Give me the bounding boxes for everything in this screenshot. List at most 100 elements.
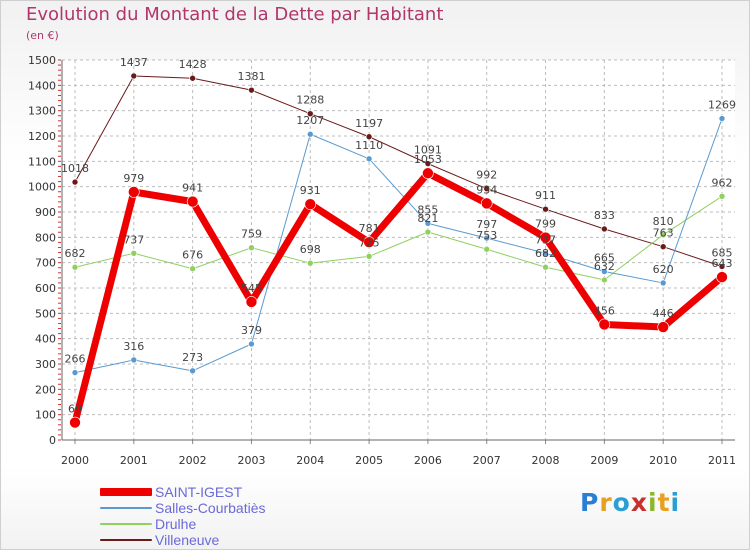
data-point — [424, 160, 432, 167]
data-point — [422, 167, 434, 180]
data-point — [306, 259, 314, 267]
data-label: 676 — [182, 249, 203, 262]
data-label: 962 — [712, 176, 733, 189]
y-tick-label: 200 — [35, 383, 56, 396]
y-tick-label: 1300 — [28, 105, 56, 118]
data-point — [71, 178, 79, 186]
x-tick-label: 2003 — [237, 454, 265, 467]
data-label: 273 — [182, 351, 203, 364]
data-point — [480, 197, 493, 210]
y-tick-label: 1400 — [28, 79, 56, 92]
data-point — [189, 265, 196, 273]
x-tick-label: 2009 — [590, 454, 618, 467]
y-tick-label: 1000 — [28, 181, 56, 194]
series-line-villeneuve — [74, 75, 723, 267]
data-label: 911 — [535, 189, 556, 202]
data-label: 821 — [417, 212, 438, 225]
y-tick-label: 1500 — [28, 54, 56, 67]
logo-letter: x — [630, 488, 648, 517]
logo-letter: o — [612, 488, 631, 517]
data-label: 1269 — [708, 99, 736, 112]
data-label: 545 — [241, 282, 262, 295]
y-tick-label: 1100 — [28, 155, 56, 168]
data-label: 1053 — [414, 153, 442, 166]
data-point — [248, 86, 255, 94]
data-label: 1437 — [120, 56, 148, 69]
data-label: 632 — [594, 260, 615, 273]
x-tick-label: 2008 — [532, 454, 560, 467]
data-label: 456 — [594, 304, 615, 317]
data-point — [248, 340, 255, 348]
data-point — [657, 321, 669, 333]
chart-title: Evolution du Montant de la Dette par Hab… — [26, 4, 444, 25]
legend-swatch — [100, 523, 152, 525]
data-label: 682 — [65, 247, 86, 260]
data-label: 810 — [653, 215, 674, 228]
data-point — [128, 186, 140, 198]
logo-letter: i — [648, 488, 658, 517]
data-label: 1110 — [355, 139, 383, 152]
logo-letter: t — [657, 488, 671, 517]
logo-letter: i — [670, 488, 681, 517]
legend-label: Drulhe — [155, 516, 197, 532]
data-point — [601, 276, 608, 284]
data-label: 1428 — [179, 58, 207, 71]
data-label: 737 — [123, 233, 144, 246]
data-point — [659, 231, 667, 239]
data-point — [71, 263, 79, 271]
data-point — [189, 74, 196, 82]
data-label: 1207 — [296, 114, 324, 127]
x-tick-label: 2011 — [708, 454, 736, 467]
data-point — [601, 268, 608, 275]
data-label: 799 — [535, 218, 556, 231]
data-point — [306, 130, 314, 138]
data-point — [306, 110, 314, 118]
legend-swatch — [100, 488, 152, 496]
data-label: 643 — [712, 257, 733, 270]
data-point — [659, 279, 667, 287]
proxiti-logo: Proxiti — [580, 488, 680, 517]
data-point — [365, 155, 373, 163]
data-label: 446 — [653, 307, 674, 320]
y-tick-label: 300 — [35, 358, 56, 371]
data-label: 1381 — [237, 70, 265, 83]
legend-swatch — [100, 539, 152, 541]
data-label: 737 — [535, 233, 556, 246]
data-label: 855 — [417, 203, 438, 216]
data-point — [539, 231, 552, 244]
data-label: 763 — [653, 227, 674, 240]
data-label: 833 — [594, 209, 615, 222]
data-label: 992 — [476, 169, 497, 182]
y-tick-label: 500 — [35, 307, 56, 320]
data-label: 753 — [476, 229, 497, 242]
data-label: 685 — [712, 246, 733, 259]
data-label: 759 — [241, 228, 262, 241]
data-point — [659, 243, 667, 251]
x-tick-label: 2010 — [649, 454, 677, 467]
y-tick-label: 400 — [35, 333, 56, 346]
chart-svg: 0 100 200 300 400 500 600 700 800 900 1000 1100 1200… — [28, 54, 736, 467]
chart-unit: (en €) — [26, 29, 59, 42]
series-line-drulhe — [74, 195, 723, 281]
data-point — [363, 236, 375, 248]
data-label: 665 — [594, 252, 615, 265]
y-tick-label: 1200 — [28, 130, 56, 143]
data-label: 934 — [476, 183, 497, 196]
data-point — [542, 205, 549, 213]
data-label: 979 — [123, 172, 144, 185]
y-tick-label: 600 — [35, 282, 56, 295]
data-point — [598, 318, 611, 331]
data-point — [718, 192, 726, 200]
data-point — [130, 249, 138, 257]
series-line-salles-courbati-s — [74, 118, 723, 374]
legend-label: Villeneuve — [155, 532, 220, 548]
y-tick-label: 900 — [35, 206, 56, 219]
data-label: 725 — [359, 236, 380, 249]
data-point — [245, 296, 258, 308]
data-label: 620 — [653, 263, 674, 276]
y-tick-label: 700 — [35, 257, 56, 270]
series-line-saint-igest — [71, 169, 726, 427]
x-tick-label: 2005 — [355, 454, 383, 467]
data-label: 266 — [65, 353, 86, 366]
data-point — [483, 234, 491, 242]
